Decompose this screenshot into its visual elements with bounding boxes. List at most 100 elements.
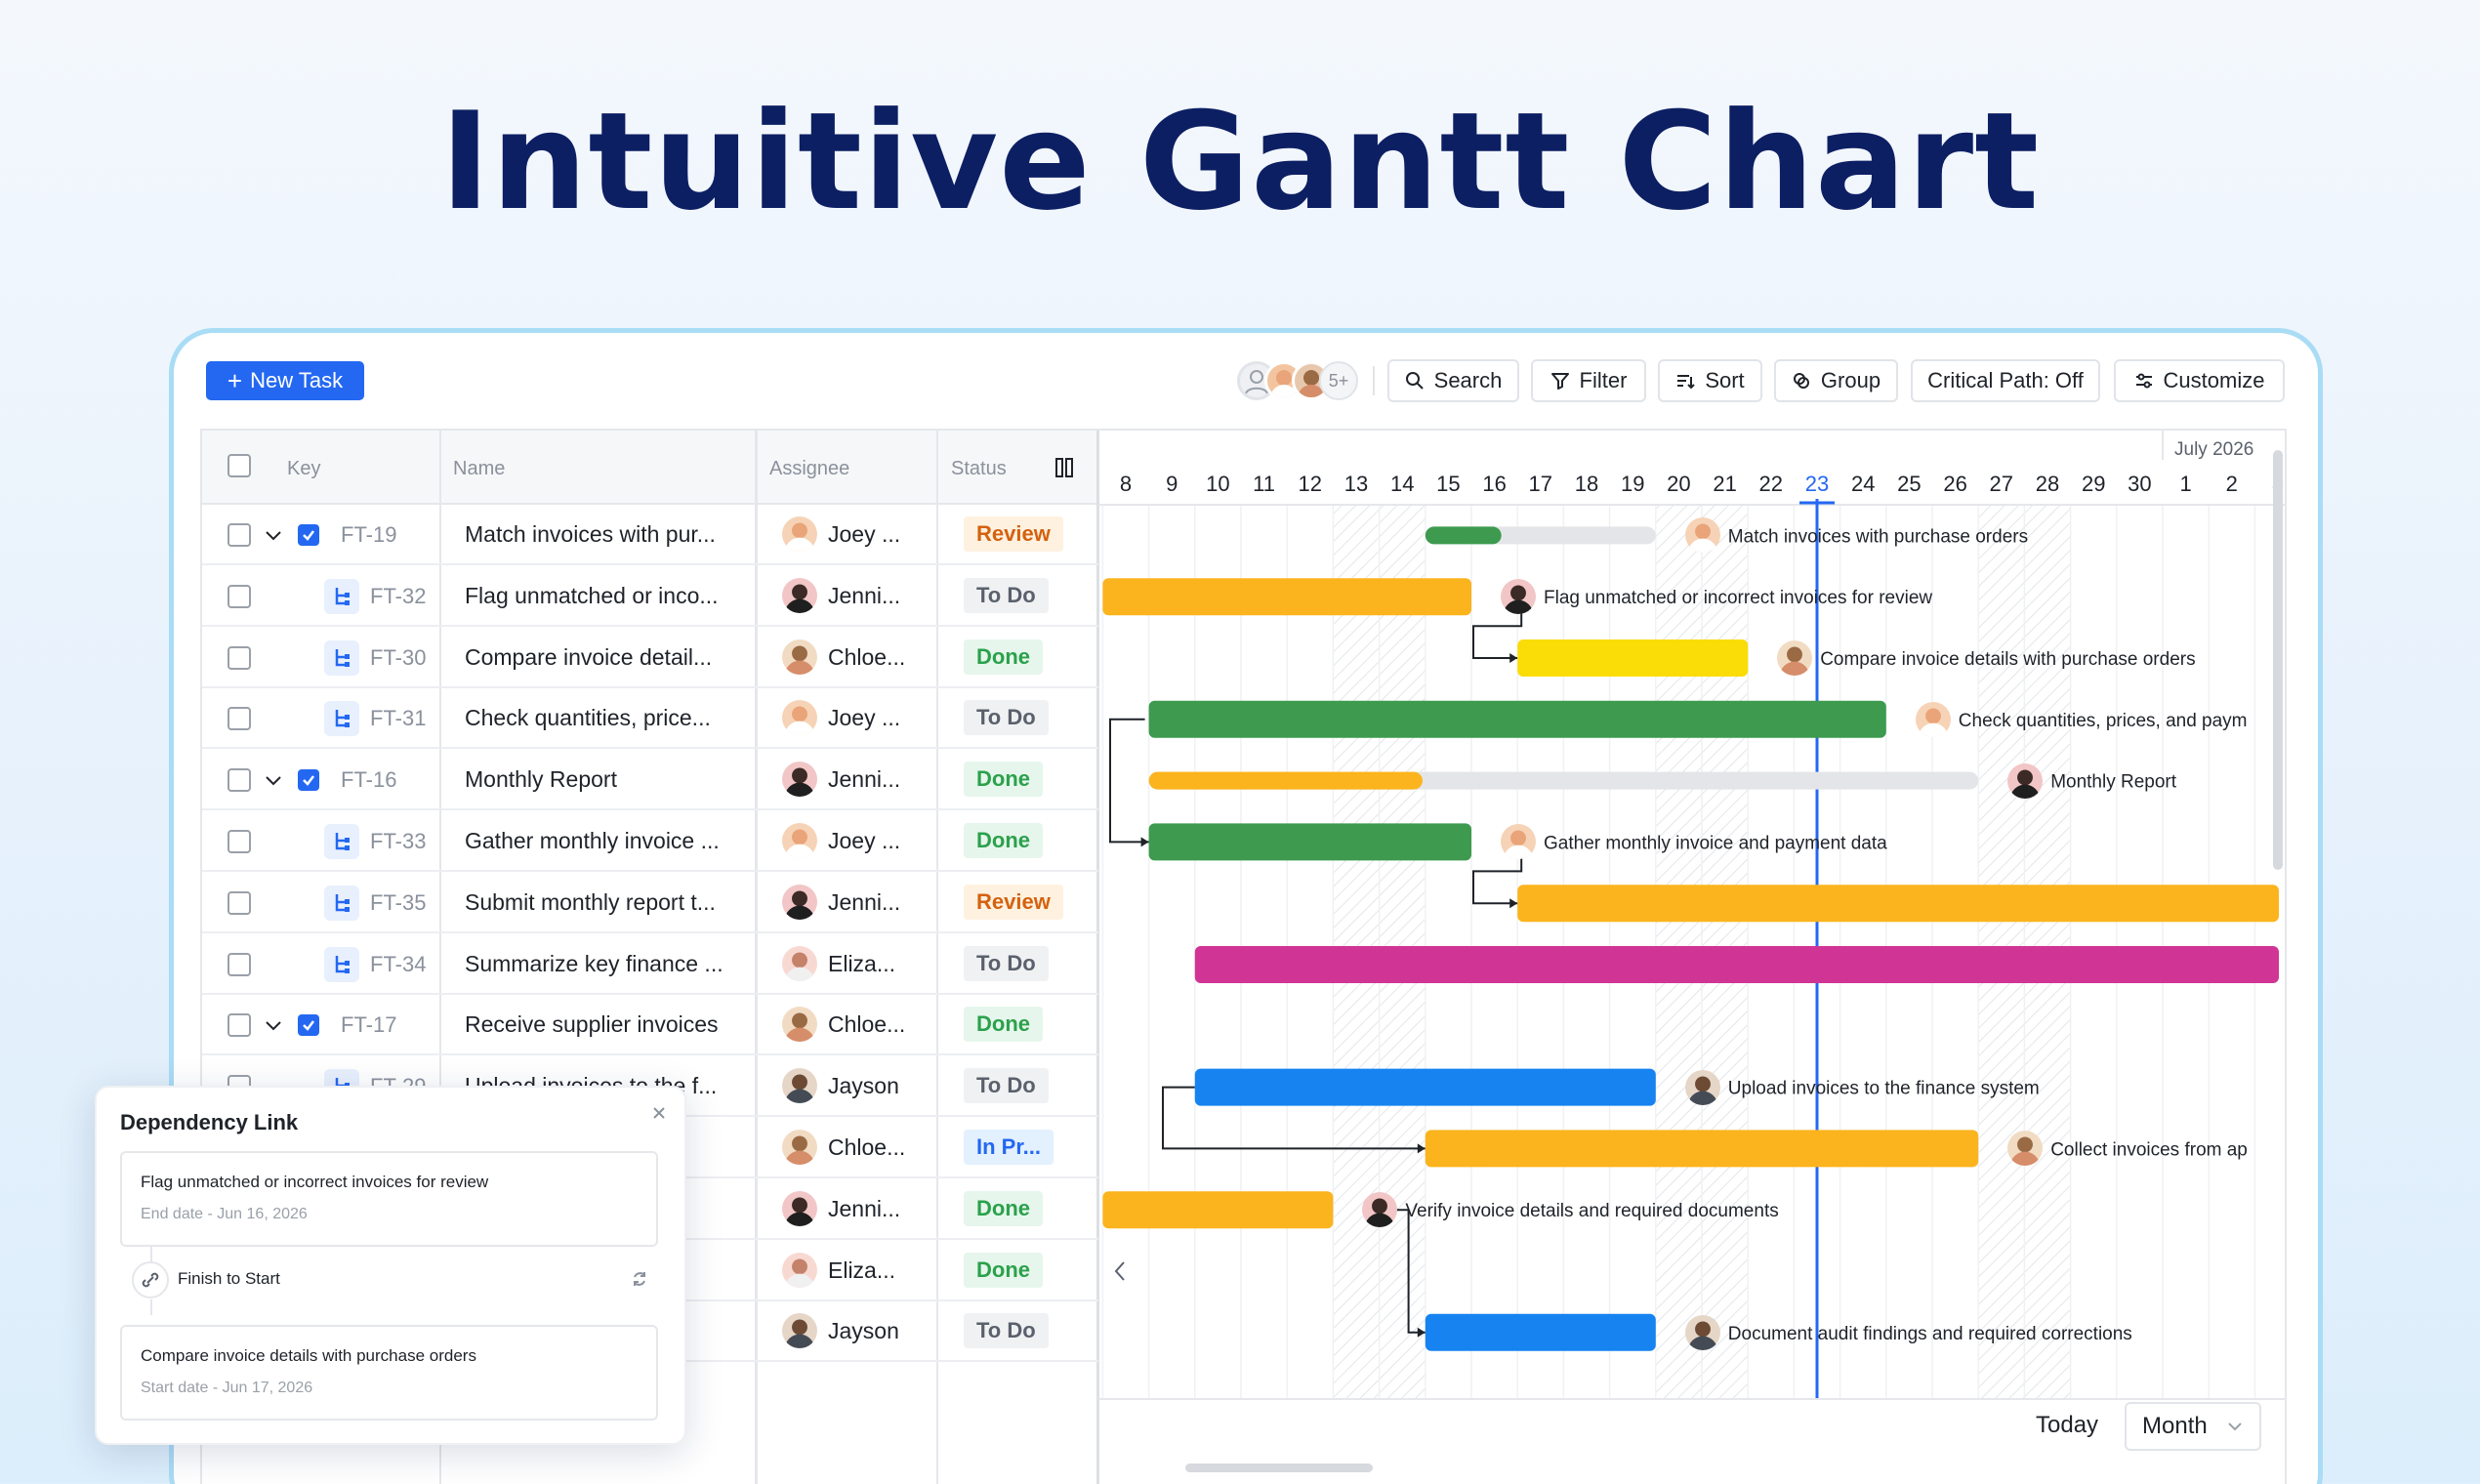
status-badge[interactable]: To Do [964,945,1049,981]
day-tick-label[interactable]: 10 [1206,472,1229,496]
status-badge[interactable]: Done [964,762,1043,798]
day-tick-label[interactable]: 18 [1575,472,1598,496]
gantt-scrollbar[interactable] [2273,450,2283,870]
task-name[interactable]: Check quantities, price... [465,705,711,731]
task-key[interactable]: FT-19 [341,522,397,547]
chevron-down-icon[interactable] [262,1013,285,1037]
assignee-name[interactable]: Chloe... [828,643,906,670]
collaborator-avatars[interactable]: 5+ [1237,361,1358,400]
table-row[interactable]: FT-34 Summarize key finance ... Eliza... To… [202,934,1098,995]
day-tick-label[interactable]: 14 [1390,472,1414,496]
column-header-assignee[interactable]: Assignee [769,458,850,479]
day-tick-label[interactable]: 29 [2082,472,2105,496]
row-checkbox[interactable] [227,645,251,670]
table-row[interactable]: FT-17 Receive supplier invoices Chloe... Do… [202,995,1098,1056]
gantt-bar[interactable] [1194,946,2279,983]
status-badge[interactable]: Review [964,516,1063,552]
search-button[interactable]: Search [1387,359,1519,402]
task-key[interactable]: FT-30 [370,644,427,670]
filter-button[interactable]: Filter [1531,359,1646,402]
status-badge[interactable]: Done [964,639,1043,675]
status-badge[interactable]: To Do [964,700,1049,736]
critical-path-toggle[interactable]: Critical Path: Off [1911,359,2100,402]
day-tick-label[interactable]: 28 [2036,472,2059,496]
link-type-label[interactable]: Finish to Start [178,1269,280,1288]
customize-button[interactable]: Customize [2114,359,2285,402]
group-button[interactable]: Group [1774,359,1898,402]
task-key[interactable]: FT-16 [341,767,397,793]
table-row[interactable]: FT-32 Flag unmatched or inco... Jenni... To… [202,566,1098,627]
assignee-name[interactable]: Joey ... [828,521,901,547]
day-tick-label[interactable]: 17 [1529,472,1552,496]
task-name[interactable]: Receive supplier invoices [465,1011,719,1038]
assignee-name[interactable]: Chloe... [828,1011,906,1038]
day-tick-label[interactable]: 19 [1621,472,1644,496]
day-tick-label[interactable]: 26 [1943,472,1966,496]
chevron-down-icon[interactable] [262,768,285,792]
day-tick-label[interactable]: 30 [2128,472,2151,496]
row-checkbox[interactable] [227,890,251,915]
task-name[interactable]: Summarize key finance ... [465,950,723,976]
status-badge[interactable]: Review [964,884,1063,920]
task-name[interactable]: Gather monthly invoice ... [465,828,720,853]
day-tick-label[interactable]: 13 [1344,472,1368,496]
row-checkbox[interactable] [227,952,251,976]
gantt-bar[interactable] [1102,1191,1334,1229]
day-tick-label[interactable]: 11 [1253,472,1275,496]
pane-divider[interactable] [1096,431,1099,1484]
day-tick-label[interactable]: 9 [1166,472,1178,496]
day-tick-label[interactable]: 27 [1990,472,2013,496]
swap-icon[interactable] [631,1270,648,1288]
zoom-select[interactable]: Month [2125,1402,2261,1451]
gantt-bar[interactable] [1425,1313,1656,1351]
task-name[interactable]: Compare invoice detail... [465,643,713,670]
gantt-bar[interactable] [1102,578,1471,616]
assignee-name[interactable]: Joey ... [828,828,901,853]
day-tick-label[interactable]: 20 [1667,472,1690,496]
status-badge[interactable]: To Do [964,1068,1049,1104]
table-row[interactable]: FT-19 Match invoices with pur... Joey ... R… [202,505,1098,565]
assignee-name[interactable]: Jenni... [828,582,901,608]
status-badge[interactable]: Done [964,1190,1043,1226]
day-tick-label[interactable]: 16 [1482,472,1506,496]
task-name[interactable]: Flag unmatched or inco... [465,582,719,608]
task-key[interactable]: FT-31 [370,706,427,731]
today-button[interactable]: Today [2036,1412,2099,1438]
table-row[interactable]: FT-31 Check quantities, price... Joey ... T… [202,688,1098,750]
gantt-bar-progress[interactable] [1425,526,1502,545]
day-tick-label[interactable]: 1 [2179,472,2191,496]
day-tick-label[interactable]: 12 [1299,472,1322,496]
task-key[interactable]: FT-32 [370,583,427,608]
task-key[interactable]: FT-33 [370,829,427,853]
task-name[interactable]: Submit monthly report t... [465,888,716,915]
assignee-name[interactable]: Jenni... [828,888,901,915]
task-name[interactable]: Monthly Report [465,766,617,793]
horizontal-scrollbar[interactable] [1185,1463,1373,1472]
close-icon[interactable] [651,1105,667,1121]
day-tick-label[interactable]: 21 [1713,472,1736,496]
column-toggle-icon[interactable] [1055,458,1073,477]
status-badge[interactable]: Done [964,1007,1043,1043]
table-row[interactable]: FT-30 Compare invoice detail... Chloe... Do… [202,628,1098,688]
row-checkbox[interactable] [227,768,251,793]
status-badge[interactable]: Done [964,1252,1043,1288]
task-key[interactable]: FT-17 [341,1012,397,1038]
select-all-checkbox[interactable] [227,454,251,477]
sort-button[interactable]: Sort [1658,359,1762,402]
task-key[interactable]: FT-35 [370,889,427,915]
day-tick-label[interactable]: 23 [1805,472,1829,496]
column-header-name[interactable]: Name [453,458,506,479]
new-task-button[interactable]: + New Task [206,361,364,400]
assignee-name[interactable]: Jenni... [828,1195,901,1221]
gantt-bar[interactable] [1425,1130,1979,1168]
table-row[interactable]: FT-33 Gather monthly invoice ... Joey ... D… [202,811,1098,872]
chevron-left-icon[interactable] [1114,1261,1125,1281]
assignee-name[interactable]: Jayson [828,1073,899,1099]
gantt-bar[interactable] [1194,1068,1656,1106]
column-header-status[interactable]: Status [951,458,1007,479]
gantt-bar[interactable] [1148,823,1471,861]
task-key[interactable]: FT-34 [370,951,427,976]
day-tick-label[interactable]: 25 [1897,472,1921,496]
successor-task-card[interactable]: Compare invoice details with purchase or… [120,1325,658,1421]
assignee-name[interactable]: Eliza... [828,950,896,976]
